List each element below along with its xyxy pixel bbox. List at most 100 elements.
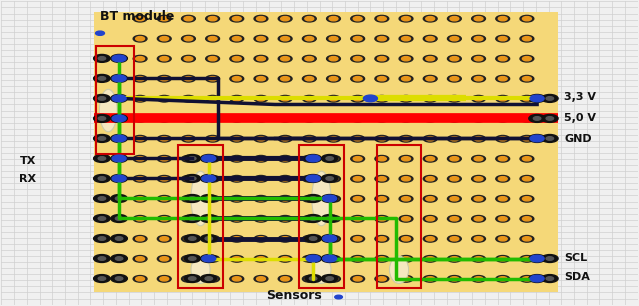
Circle shape <box>206 15 220 22</box>
Circle shape <box>98 117 105 120</box>
Circle shape <box>327 256 341 262</box>
Circle shape <box>423 236 437 242</box>
Circle shape <box>523 36 532 41</box>
Circle shape <box>474 277 483 281</box>
Circle shape <box>201 195 217 203</box>
Circle shape <box>530 275 544 282</box>
Circle shape <box>447 136 461 142</box>
Circle shape <box>305 76 314 81</box>
Circle shape <box>474 177 483 181</box>
Circle shape <box>447 175 461 182</box>
Circle shape <box>323 195 337 202</box>
Circle shape <box>256 177 265 181</box>
Circle shape <box>529 274 545 282</box>
Circle shape <box>302 155 316 162</box>
Circle shape <box>302 75 316 82</box>
Circle shape <box>208 97 217 101</box>
Circle shape <box>94 135 110 142</box>
Circle shape <box>523 97 532 101</box>
Circle shape <box>278 275 292 282</box>
Circle shape <box>534 117 541 120</box>
Circle shape <box>305 57 314 61</box>
Circle shape <box>281 97 289 101</box>
Circle shape <box>111 95 127 103</box>
Circle shape <box>321 195 338 203</box>
Circle shape <box>450 136 459 141</box>
Circle shape <box>116 117 123 120</box>
Circle shape <box>189 217 196 220</box>
Circle shape <box>281 177 289 181</box>
Circle shape <box>546 277 553 280</box>
Text: RX: RX <box>19 174 36 184</box>
Circle shape <box>447 15 461 22</box>
Circle shape <box>116 97 123 100</box>
Circle shape <box>351 215 365 222</box>
Circle shape <box>133 35 147 42</box>
Circle shape <box>208 257 217 261</box>
Circle shape <box>327 236 341 242</box>
Circle shape <box>351 175 365 182</box>
Circle shape <box>472 35 486 42</box>
Circle shape <box>278 196 292 202</box>
Circle shape <box>401 197 410 201</box>
Circle shape <box>181 55 196 62</box>
Circle shape <box>326 197 334 200</box>
Circle shape <box>523 117 532 121</box>
Circle shape <box>135 97 144 101</box>
Circle shape <box>423 75 437 82</box>
Circle shape <box>206 95 220 102</box>
Text: 3,3 V: 3,3 V <box>564 92 596 102</box>
Circle shape <box>112 135 126 142</box>
Circle shape <box>111 74 127 82</box>
Circle shape <box>254 55 268 62</box>
Circle shape <box>184 136 193 141</box>
Circle shape <box>254 275 268 282</box>
Circle shape <box>520 236 534 242</box>
Circle shape <box>378 257 387 261</box>
Circle shape <box>98 137 105 140</box>
Circle shape <box>111 195 127 203</box>
Circle shape <box>233 237 242 241</box>
Circle shape <box>426 76 435 81</box>
Circle shape <box>447 35 461 42</box>
Circle shape <box>329 237 338 241</box>
Circle shape <box>116 76 123 80</box>
Circle shape <box>474 157 483 161</box>
Circle shape <box>160 217 169 221</box>
Circle shape <box>329 36 338 41</box>
Circle shape <box>201 255 217 263</box>
Circle shape <box>135 17 144 21</box>
Circle shape <box>351 55 365 62</box>
Circle shape <box>472 136 486 142</box>
Circle shape <box>351 236 365 242</box>
Circle shape <box>281 197 289 201</box>
Circle shape <box>327 175 341 182</box>
Circle shape <box>353 57 362 61</box>
Circle shape <box>230 136 243 142</box>
Circle shape <box>206 55 220 62</box>
Circle shape <box>450 36 459 41</box>
Circle shape <box>157 15 171 22</box>
Circle shape <box>133 55 147 62</box>
Circle shape <box>133 155 147 162</box>
Circle shape <box>181 136 196 142</box>
Circle shape <box>399 275 413 282</box>
Circle shape <box>323 255 337 262</box>
Circle shape <box>426 277 435 281</box>
Circle shape <box>160 237 169 241</box>
Circle shape <box>302 115 316 122</box>
Circle shape <box>206 215 220 222</box>
Circle shape <box>305 177 314 181</box>
Circle shape <box>447 196 461 202</box>
Circle shape <box>206 75 220 82</box>
Circle shape <box>230 55 243 62</box>
Circle shape <box>399 55 413 62</box>
Circle shape <box>133 136 147 142</box>
Circle shape <box>353 217 362 221</box>
Circle shape <box>302 215 316 222</box>
Circle shape <box>160 257 169 261</box>
Circle shape <box>472 95 486 102</box>
Circle shape <box>423 115 437 122</box>
Circle shape <box>302 95 316 102</box>
Circle shape <box>399 155 413 162</box>
